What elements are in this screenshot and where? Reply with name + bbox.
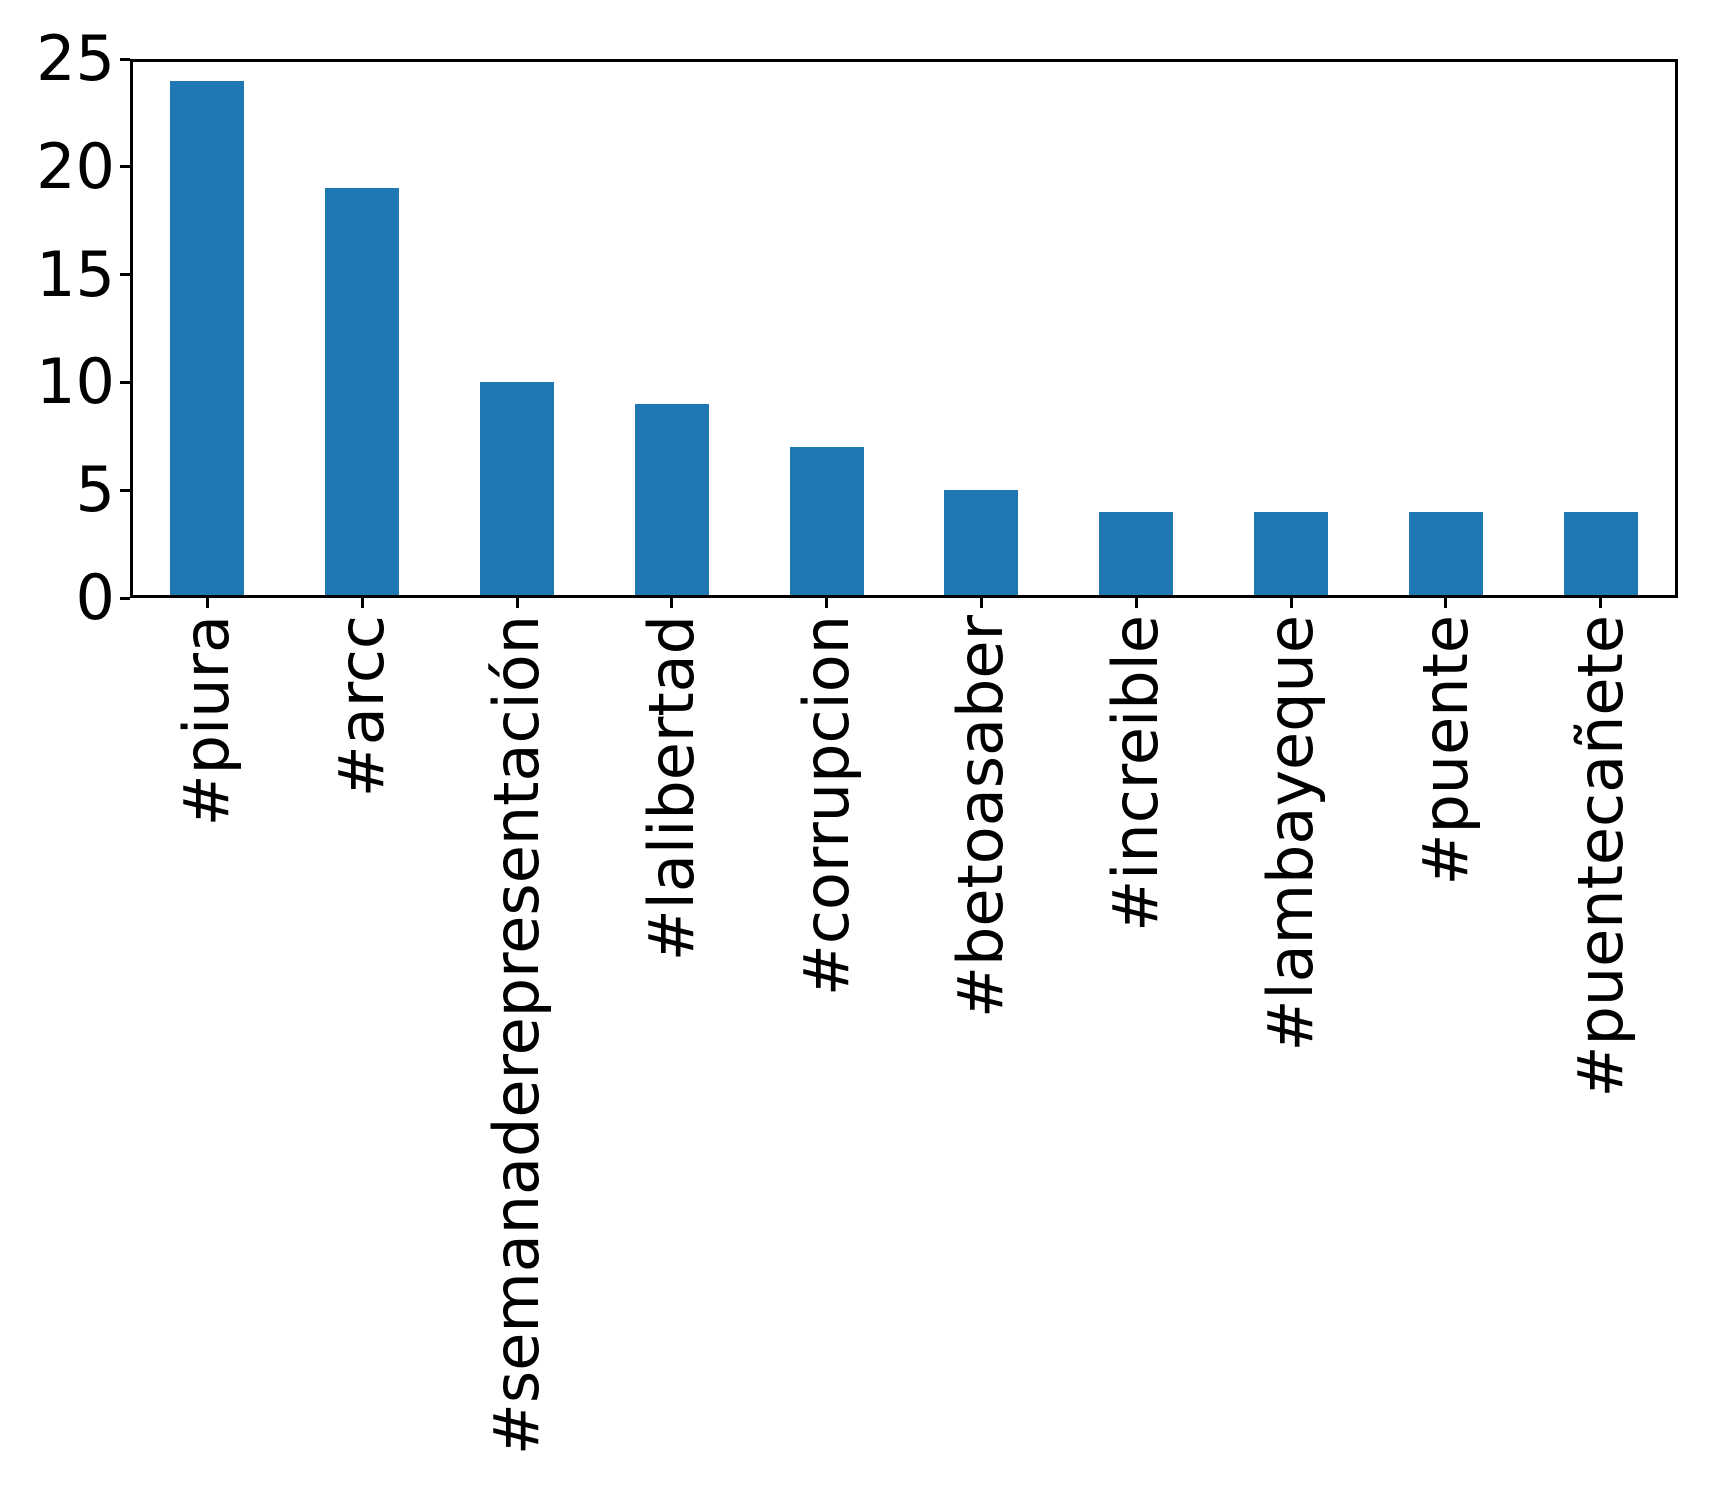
bar-semanaderepresentación [480, 382, 554, 598]
x-tick-label: #corrupcion [789, 615, 863, 997]
x-tick-label: #puentecañete [1563, 615, 1637, 1098]
y-tick-mark [120, 57, 130, 61]
bar-corrupcion [789, 447, 864, 598]
bar-piura [170, 80, 245, 598]
bar-arcc [325, 188, 400, 598]
y-tick-label: 10 [36, 345, 115, 419]
y-tick-mark [120, 488, 130, 492]
bar-betoasaber [944, 490, 1019, 598]
plot-area [130, 59, 1678, 598]
x-tick-mark [515, 598, 519, 608]
y-tick-label: 20 [36, 129, 115, 203]
x-tick-label: #increible [1099, 615, 1173, 932]
bar-lambayeque [1254, 511, 1328, 598]
x-tick-label: #lalibertad [634, 615, 708, 962]
x-tick-label: #arcc [325, 615, 399, 798]
y-tick-label: 5 [75, 453, 115, 527]
bar-increible [1099, 511, 1174, 598]
bar-puentecañete [1563, 511, 1638, 598]
x-tick-label: #semanaderepresentación [480, 615, 553, 1456]
x-tick-label: #piura [170, 615, 244, 827]
y-tick-label: 25 [36, 22, 115, 95]
x-tick-mark [1444, 598, 1448, 608]
x-tick-label: #lambayeque [1254, 615, 1327, 1052]
y-tick-mark [120, 380, 130, 384]
x-tick-mark [1599, 598, 1603, 608]
x-tick-mark [1134, 598, 1138, 608]
x-tick-mark [1289, 598, 1293, 608]
bar-lalibertad [634, 403, 709, 598]
y-tick-label: 15 [36, 237, 115, 311]
bar-puente [1408, 511, 1483, 598]
x-tick-mark [670, 598, 674, 608]
y-tick-label: 0 [75, 561, 115, 634]
y-tick-mark [120, 273, 130, 277]
x-tick-mark [979, 598, 983, 608]
y-tick-mark [120, 596, 130, 600]
x-tick-mark [205, 598, 209, 608]
x-tick-label: #puente [1408, 615, 1482, 886]
y-tick-mark [120, 165, 130, 169]
x-tick-mark [360, 598, 364, 608]
x-tick-mark [825, 598, 829, 608]
x-tick-label: #betoasaber [944, 615, 1018, 1018]
